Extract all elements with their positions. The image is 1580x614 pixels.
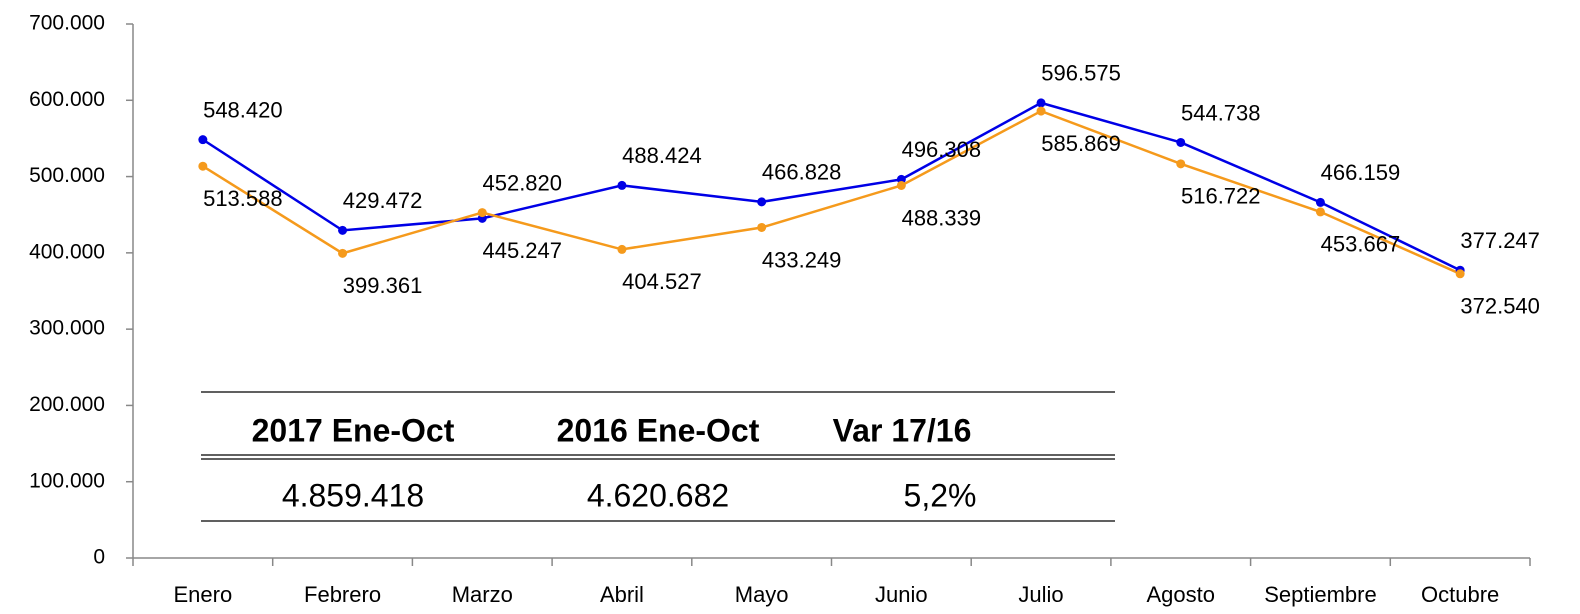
- x-tick-label: Febrero: [304, 582, 381, 607]
- point: [338, 248, 348, 258]
- y-tick-label: 700.000: [29, 12, 105, 35]
- data-label: 596.575: [1041, 61, 1121, 86]
- point: [896, 180, 906, 190]
- point: [617, 244, 627, 254]
- point: [1315, 197, 1325, 207]
- x-tick-label: Agosto: [1147, 582, 1216, 607]
- point: [1315, 207, 1325, 217]
- data-label: 513.588: [203, 186, 283, 211]
- point: [1036, 98, 1046, 108]
- point: [1176, 137, 1186, 147]
- data-label: 466.828: [762, 160, 842, 185]
- data-label: 433.249: [762, 247, 842, 272]
- point: [757, 197, 767, 207]
- y-tick-label: 0: [93, 546, 105, 569]
- series-line: [202, 101, 1461, 272]
- y-tick-label: 100.000: [29, 469, 105, 492]
- data-label: 585.869: [1041, 131, 1121, 156]
- point: [198, 161, 208, 171]
- x-tick-label: Mayo: [735, 582, 789, 607]
- data-label: 429.472: [343, 188, 423, 213]
- x-tick-label: Junio: [875, 582, 928, 607]
- table-cell: 4.859.418: [282, 477, 424, 513]
- data-label: 445.247: [482, 238, 562, 263]
- x-tick-label: Julio: [1018, 582, 1063, 607]
- x-tick-label: Abril: [600, 582, 644, 607]
- data-label: 488.339: [902, 205, 982, 230]
- y-tick-label: 400.000: [29, 240, 105, 263]
- table-header: 2017 Ene-Oct: [252, 412, 455, 448]
- x-tick-label: Octubre: [1421, 582, 1499, 607]
- x-tick-label: Marzo: [452, 582, 513, 607]
- data-label: 548.420: [203, 97, 283, 122]
- data-label: 488.424: [622, 143, 702, 168]
- y-tick-label: 300.000: [29, 317, 105, 340]
- data-label: 453.667: [1321, 232, 1401, 257]
- point: [477, 208, 487, 218]
- point: [338, 225, 348, 235]
- y-tick-label: 200.000: [29, 393, 105, 416]
- data-label: 377.247: [1460, 228, 1540, 253]
- table-header: 2016 Ene-Oct: [557, 412, 760, 448]
- y-tick-label: 500.000: [29, 164, 105, 187]
- point: [1176, 159, 1186, 169]
- data-label: 496.308: [902, 137, 982, 162]
- table-header: Var 17/16: [833, 412, 972, 448]
- point: [1036, 106, 1046, 116]
- data-label: 452.820: [482, 170, 562, 195]
- data-label: 544.738: [1181, 100, 1261, 125]
- table-cell: 5,2%: [904, 477, 977, 513]
- series-line: [202, 109, 1461, 275]
- point: [1455, 269, 1465, 279]
- data-label: 516.722: [1181, 184, 1261, 209]
- y-tick-label: 600.000: [29, 88, 105, 111]
- point: [617, 180, 627, 190]
- x-tick-label: Septiembre: [1264, 582, 1377, 607]
- x-tick-label: Enero: [173, 582, 232, 607]
- point: [757, 222, 767, 232]
- point: [198, 135, 208, 145]
- data-label: 404.527: [622, 269, 702, 294]
- data-label: 466.159: [1321, 160, 1401, 185]
- data-label: 399.361: [343, 273, 423, 298]
- data-label: 372.540: [1460, 294, 1540, 319]
- table-cell: 4.620.682: [587, 477, 729, 513]
